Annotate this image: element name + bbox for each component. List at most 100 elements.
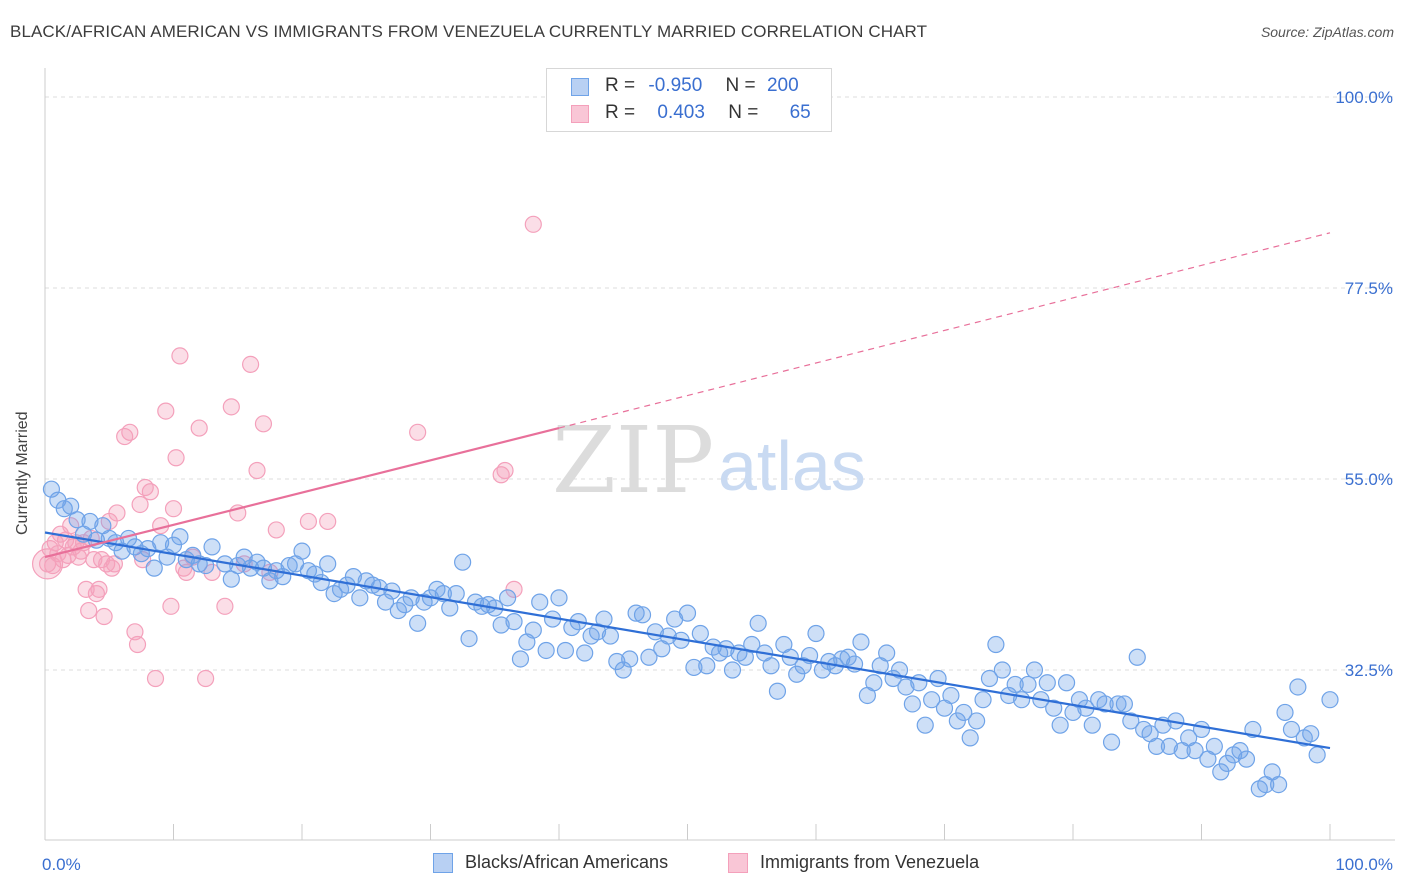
- data-point: [1057, 674, 1076, 692]
- data-point: [505, 613, 523, 631]
- data-point: [146, 669, 165, 688]
- data-point: [409, 423, 427, 441]
- data-point: [1237, 750, 1256, 768]
- data-point: [788, 665, 806, 683]
- data-point: [563, 618, 581, 637]
- y-tick-labels: 100.0% 77.5% 55.0% 32.5%: [1335, 88, 1393, 680]
- y-tick-label: 55.0%: [1345, 470, 1393, 489]
- data-point: [743, 635, 761, 654]
- y-tick-label: 77.5%: [1345, 279, 1393, 298]
- data-point: [203, 538, 221, 556]
- data-point: [1019, 675, 1037, 694]
- data-point: [216, 597, 234, 615]
- data-point: [162, 597, 180, 615]
- data-point: [556, 641, 575, 660]
- data-point: [95, 607, 113, 626]
- data-point: [190, 419, 208, 437]
- data-point-large: [31, 548, 64, 580]
- x-tick-label: 0.0%: [42, 855, 81, 874]
- legend-n-label: N =: [728, 102, 759, 123]
- data-point: [961, 729, 979, 747]
- data-point: [1231, 742, 1249, 760]
- data-point: [1051, 716, 1069, 734]
- data-point: [62, 517, 80, 535]
- data-point: [152, 534, 170, 552]
- data-point: [1269, 775, 1288, 794]
- data-point: [126, 623, 144, 641]
- data-point: [171, 528, 189, 546]
- trend-line-blue: [44, 531, 1331, 750]
- source-label: Source: ZipAtlas.com: [1260, 24, 1394, 40]
- data-point: [80, 601, 98, 620]
- data-point: [1083, 716, 1101, 734]
- data-point: [171, 347, 189, 365]
- legend-swatch-blue: [571, 78, 589, 96]
- data-point: [608, 652, 626, 671]
- data-point: [916, 716, 934, 734]
- data-point: [505, 580, 523, 598]
- data-point: [576, 644, 594, 662]
- trend-lines: [44, 232, 1331, 750]
- data-point: [1025, 661, 1044, 679]
- data-point: [942, 686, 960, 705]
- bottom-legend-swatch-blue: [433, 853, 453, 873]
- data-point: [447, 584, 465, 603]
- data-point: [134, 551, 152, 569]
- data-point: [948, 712, 966, 730]
- data-point: [121, 423, 139, 441]
- data-point: [131, 495, 149, 514]
- data-point: [145, 559, 163, 577]
- data-point: [141, 483, 159, 501]
- data-point: [1102, 733, 1121, 751]
- data-point: [261, 572, 279, 590]
- legend-text-pink: R = 0.403 N = 65: [605, 102, 811, 124]
- data-point: [1321, 691, 1339, 709]
- black-african-american-points: [42, 480, 1339, 798]
- legend-n-label: N =: [725, 75, 756, 96]
- data-point: [222, 398, 240, 416]
- data-point: [68, 511, 86, 529]
- data-point: [839, 648, 857, 666]
- data-point: [203, 563, 221, 581]
- watermark: ZIP atlas: [552, 407, 866, 514]
- data-point: [531, 593, 549, 611]
- y-tick-label: 100.0%: [1335, 88, 1393, 107]
- data-point: [248, 461, 266, 480]
- stats-legend: R = -0.950 N = 200 R = 0.403 N = 65: [546, 68, 832, 132]
- data-point: [177, 563, 195, 581]
- data-point: [890, 661, 909, 679]
- data-point: [1308, 746, 1326, 764]
- data-point: [389, 601, 407, 620]
- data-point: [1205, 737, 1223, 756]
- data-point: [77, 580, 95, 598]
- data-point: [1186, 742, 1204, 760]
- data-point: [167, 449, 185, 467]
- trend-line-pink-dashed: [558, 232, 1331, 429]
- data-point: [903, 695, 921, 713]
- legend-r-label: R =: [605, 102, 636, 123]
- data-point: [980, 669, 999, 688]
- data-point: [1147, 737, 1166, 756]
- chart-title: BLACK/AFRICAN AMERICAN VS IMMIGRANTS FRO…: [10, 22, 928, 41]
- data-point: [968, 712, 986, 730]
- data-point: [749, 614, 767, 632]
- data-point: [537, 641, 555, 660]
- legend-n-value: 65: [789, 102, 811, 123]
- data-point: [524, 215, 542, 233]
- data-point: [1128, 648, 1146, 666]
- watermark-zip: ZIP: [552, 407, 714, 514]
- data-point: [768, 682, 787, 700]
- data-point: [852, 633, 870, 651]
- data-point: [460, 629, 478, 648]
- x-tick-label: 100.0%: [1335, 855, 1393, 874]
- legend-text-blue: R = -0.950 N = 200: [605, 75, 799, 97]
- data-point: [396, 596, 414, 614]
- data-point: [601, 627, 620, 645]
- trend-line-pink: [44, 426, 560, 559]
- data-point: [81, 512, 99, 531]
- legend-r-label: R =: [605, 75, 636, 96]
- data-point: [319, 512, 337, 531]
- data-point: [974, 691, 992, 709]
- data-point: [807, 624, 825, 643]
- data-point: [550, 589, 568, 607]
